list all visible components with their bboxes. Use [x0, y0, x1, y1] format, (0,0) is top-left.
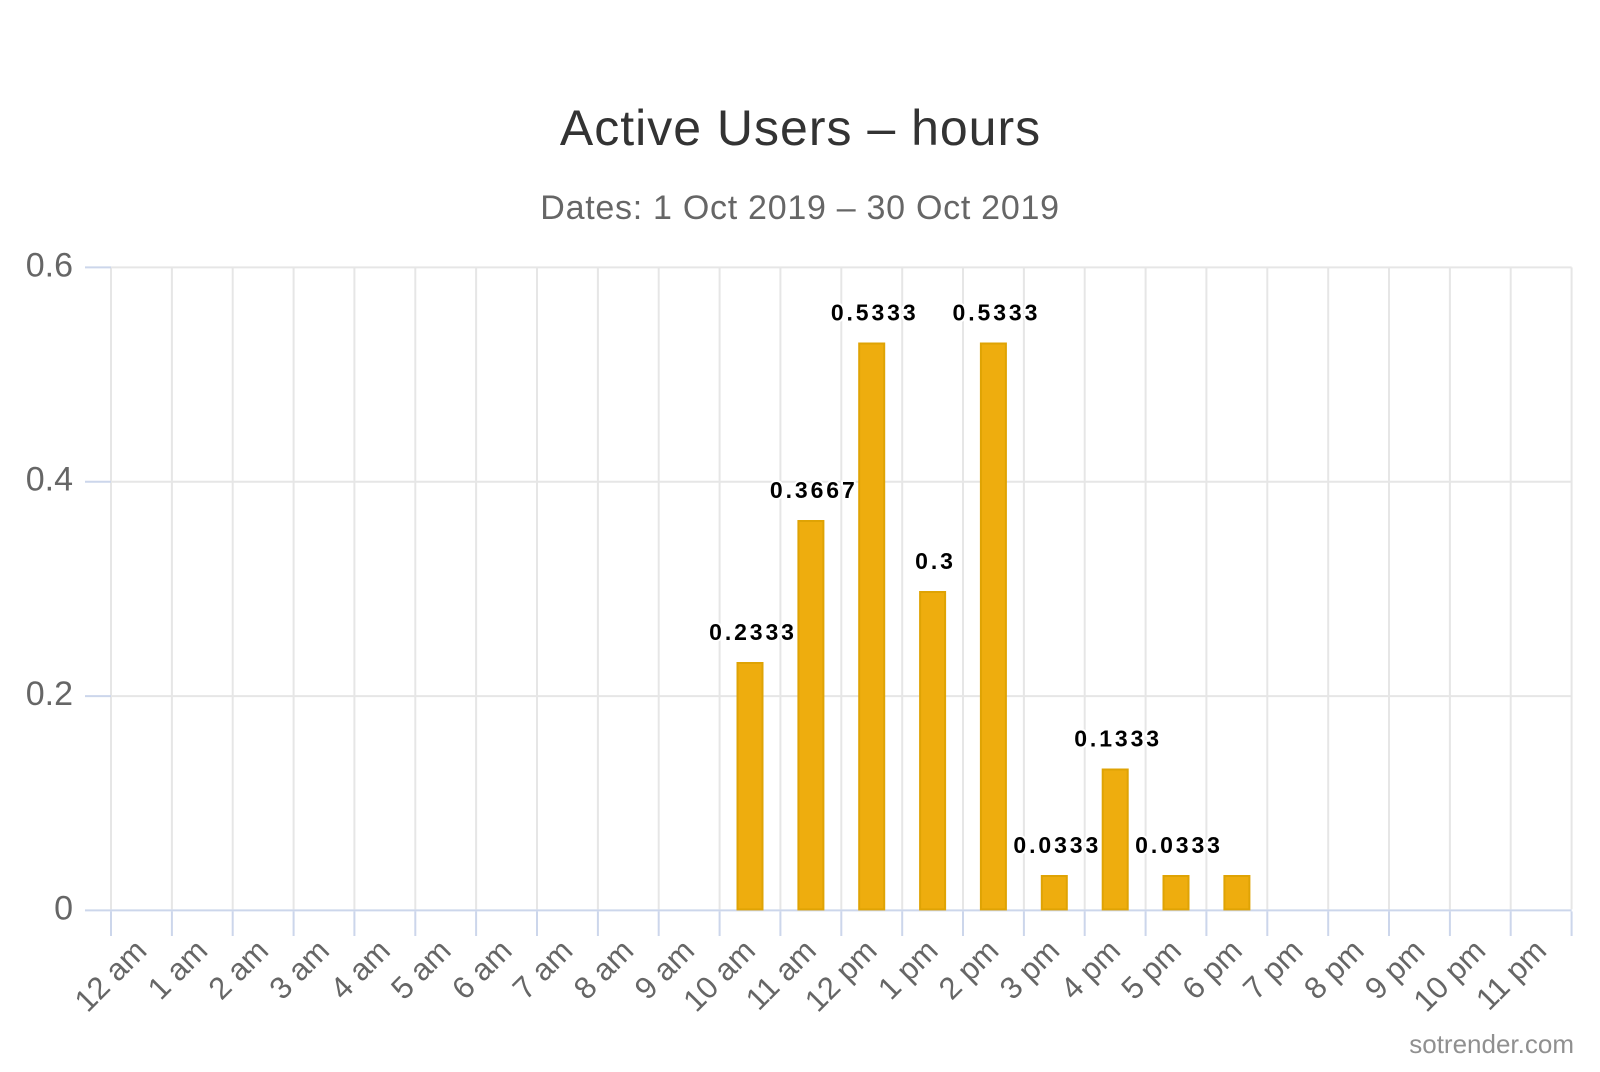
svg-text:0.1333: 0.1333	[1074, 726, 1162, 752]
svg-text:0: 0	[54, 889, 73, 927]
svg-text:0.5333: 0.5333	[953, 300, 1041, 326]
svg-text:0.6: 0.6	[26, 246, 73, 284]
svg-text:0.4: 0.4	[26, 461, 73, 499]
svg-text:sotrender.com: sotrender.com	[1409, 1029, 1574, 1059]
svg-text:0.2: 0.2	[26, 675, 73, 713]
svg-text:0.3: 0.3	[915, 548, 956, 574]
svg-text:0.2333: 0.2333	[709, 619, 797, 645]
svg-text:0.5333: 0.5333	[831, 300, 919, 326]
svg-text:Dates: 1 Oct 2019 – 30 Oct 201: Dates: 1 Oct 2019 – 30 Oct 2019	[540, 189, 1059, 227]
svg-text:0.0333: 0.0333	[1135, 832, 1223, 858]
svg-text:0.0333: 0.0333	[1013, 832, 1101, 858]
svg-text:0.3667: 0.3667	[770, 477, 858, 503]
svg-text:Active Users – hours: Active Users – hours	[560, 100, 1041, 156]
